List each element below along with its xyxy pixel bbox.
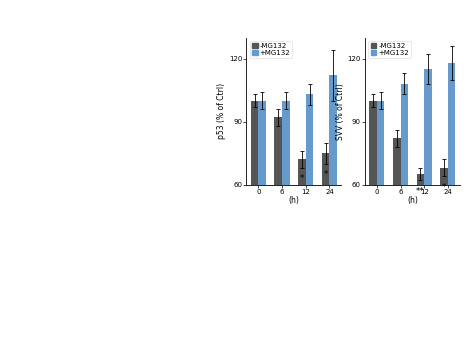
Bar xyxy=(329,76,337,311)
Bar xyxy=(448,63,456,311)
Legend: -MG132, +MG132: -MG132, +MG132 xyxy=(250,41,292,58)
Bar xyxy=(251,101,258,311)
Bar xyxy=(377,101,384,311)
Text: *: * xyxy=(300,174,304,183)
Bar xyxy=(274,117,282,311)
Bar xyxy=(282,101,290,311)
Text: *: * xyxy=(323,170,328,179)
Bar xyxy=(322,153,329,311)
X-axis label: (h): (h) xyxy=(407,196,418,205)
Y-axis label: p53 (% of Ctrl): p53 (% of Ctrl) xyxy=(217,83,226,139)
Text: *: * xyxy=(442,183,446,192)
Bar xyxy=(424,69,432,311)
Legend: -MG132, +MG132: -MG132, +MG132 xyxy=(368,41,411,58)
Bar xyxy=(306,94,313,311)
Bar xyxy=(298,159,306,311)
X-axis label: (h): (h) xyxy=(289,196,299,205)
Text: **: ** xyxy=(416,187,425,196)
Bar xyxy=(401,84,408,311)
Bar xyxy=(417,174,424,311)
Bar xyxy=(393,139,401,311)
Y-axis label: SVV (% of Ctrl): SVV (% of Ctrl) xyxy=(336,83,345,140)
Bar xyxy=(440,168,448,311)
Bar xyxy=(369,101,377,311)
Bar xyxy=(258,101,266,311)
